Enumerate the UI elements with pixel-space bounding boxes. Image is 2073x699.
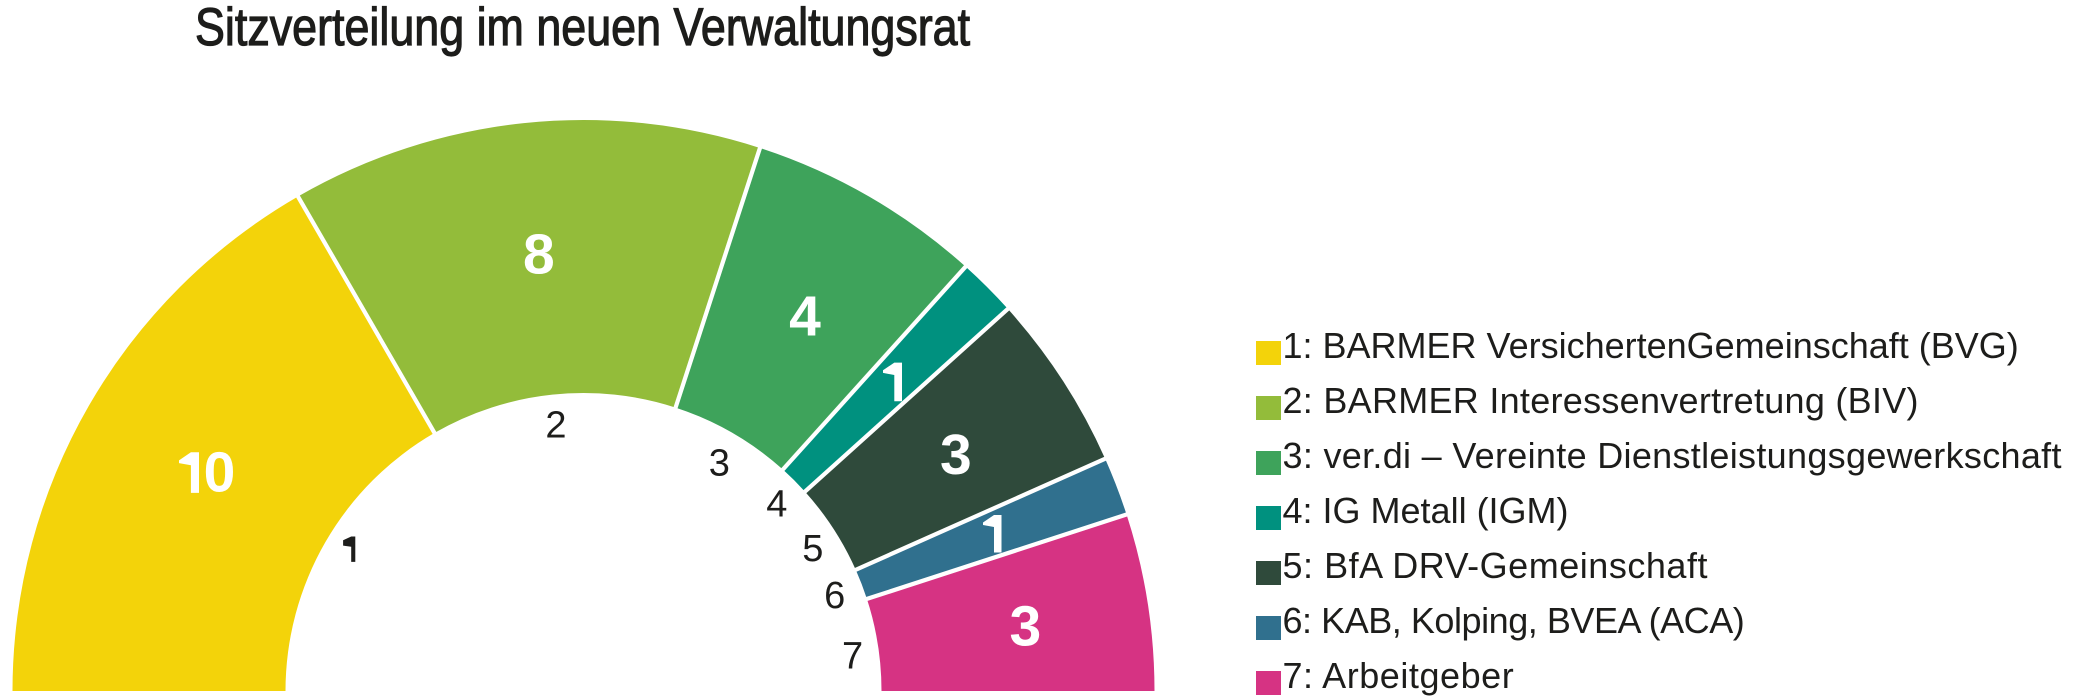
svg-text:5: 5 bbox=[802, 528, 823, 570]
svg-text:6: 6 bbox=[824, 575, 845, 617]
svg-text:3: 3 bbox=[1009, 594, 1041, 658]
svg-text:2: 2 bbox=[545, 405, 566, 447]
svg-text:3: 3 bbox=[940, 423, 972, 487]
svg-text:4: 4 bbox=[766, 484, 787, 526]
svg-text:4: 4 bbox=[789, 284, 821, 348]
svg-text:7: 7 bbox=[842, 635, 863, 677]
svg-text:3: 3 bbox=[709, 443, 730, 485]
svg-text:0: 0 bbox=[204, 441, 236, 505]
svg-text:8: 8 bbox=[523, 222, 555, 286]
